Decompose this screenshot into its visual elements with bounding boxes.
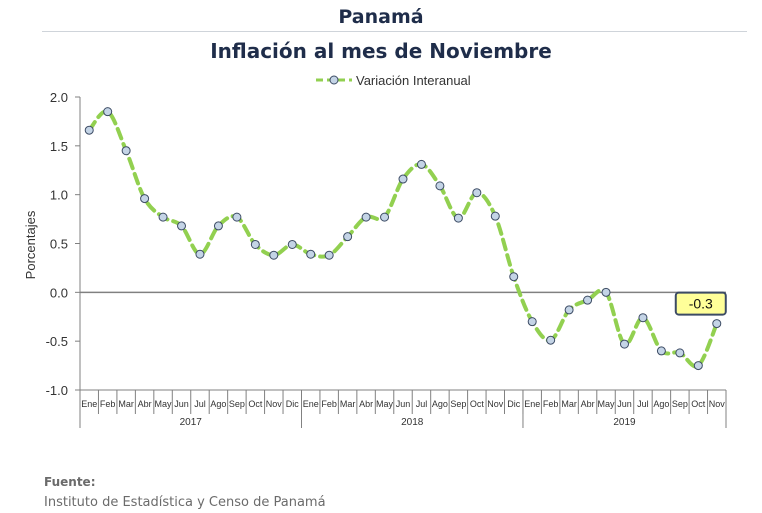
callout-label: -0.3 (689, 296, 713, 312)
series-point (380, 212, 390, 222)
x-tick-label: Mar (561, 399, 577, 409)
series-point (269, 250, 279, 260)
x-tick-label: Sep (672, 399, 688, 409)
y-axis-ticks: 2.0 1.5 1.0 0.5 0.0 -0.5 -1.0 (46, 90, 80, 398)
series-point (324, 250, 334, 260)
last-value-callout: -0.3 (674, 291, 727, 316)
x-tick-label: Oct (470, 399, 485, 409)
x-tick-label: Jul (194, 399, 206, 409)
series-point (195, 249, 205, 259)
series-point (84, 125, 94, 135)
y-tick-label: -0.5 (46, 334, 68, 349)
x-tick-label: Jun (617, 399, 632, 409)
x-tick-label: Sep (229, 399, 245, 409)
chart-title: Inflación al mes de Noviembre (210, 39, 552, 63)
x-tick-label: Jul (637, 399, 649, 409)
x-tick-label: Abr (359, 399, 373, 409)
x-tick-label: Feb (543, 399, 559, 409)
year-label: 2017 (180, 417, 203, 428)
x-tick-label: Ago (653, 399, 669, 409)
x-tick-label: Dic (507, 399, 520, 409)
chart-legend: Variación Interanual (316, 73, 471, 88)
series-point (435, 181, 445, 191)
series-point (103, 107, 113, 117)
x-tick-label: Ene (524, 399, 540, 409)
x-tick-label: May (598, 399, 616, 409)
year-label: 2019 (613, 417, 636, 428)
source-text: Instituto de Estadística y Censo de Pana… (44, 495, 326, 510)
series-point (213, 221, 223, 231)
legend-series-marker (329, 75, 339, 85)
series-point (306, 249, 316, 259)
x-tick-label: Ene (303, 399, 319, 409)
series-point (564, 305, 574, 315)
x-tick-label: Nov (487, 399, 504, 409)
x-axis-year-labels: 2017 2018 2019 (79, 390, 727, 428)
x-tick-label: Nov (709, 399, 726, 409)
x-tick-label: Mar (340, 399, 356, 409)
x-axis-month-labels: Ene Feb Mar Abr May Jun Jul Ago Sep Oct Nov Dic Ene F… (79, 390, 727, 414)
x-tick-label: Jul (416, 399, 428, 409)
x-tick-label: Abr (138, 399, 152, 409)
x-tick-label: Feb (100, 399, 116, 409)
legend-series-label: Variación Interanual (356, 73, 471, 88)
x-tick-label: Abr (581, 399, 595, 409)
x-tick-label: Dic (286, 399, 299, 409)
x-tick-label: Ago (432, 399, 448, 409)
title-divider (42, 31, 747, 32)
series-point (490, 211, 500, 221)
series-point (675, 348, 685, 358)
series-point (527, 317, 537, 327)
year-label: 2018 (401, 417, 424, 428)
series-point (177, 221, 187, 231)
series-point (361, 212, 371, 222)
series-line-variacion-interanual (87, 109, 719, 369)
x-tick-label: Jun (174, 399, 189, 409)
series-point (656, 346, 666, 356)
chart-axes (79, 97, 726, 391)
x-tick-label: Ago (210, 399, 226, 409)
series-point (287, 239, 297, 249)
series-point (140, 194, 150, 204)
source-label: Fuente: (44, 475, 96, 489)
series-point (158, 212, 168, 222)
series-point (693, 361, 703, 371)
series-point (601, 287, 611, 297)
y-tick-label: -1.0 (46, 383, 68, 398)
series-point (232, 212, 242, 222)
x-tick-label: Sep (450, 399, 466, 409)
series-point (712, 319, 722, 329)
x-tick-label: Jun (396, 399, 411, 409)
y-tick-label: 1.5 (50, 139, 68, 154)
y-tick-label: 2.0 (50, 90, 68, 105)
x-tick-label: May (376, 399, 394, 409)
x-tick-label: May (155, 399, 173, 409)
series-point (619, 339, 629, 349)
y-tick-label: 1.0 (50, 188, 68, 203)
series-point (398, 174, 408, 184)
series-point (509, 272, 519, 282)
series-point (583, 295, 593, 305)
series-point (121, 146, 131, 156)
series-point (453, 213, 463, 223)
chart-country-title: Panamá (338, 6, 424, 28)
series-point (638, 313, 648, 323)
series-point (250, 239, 260, 249)
y-axis-title: Porcentajes (23, 210, 38, 279)
x-tick-label: Oct (248, 399, 263, 409)
x-tick-label: Ene (81, 399, 97, 409)
y-tick-label: 0.0 (50, 285, 68, 300)
series-point (416, 159, 426, 169)
x-tick-label: Oct (691, 399, 706, 409)
series-points (84, 107, 722, 371)
series-point (546, 335, 556, 345)
series-point (343, 232, 353, 242)
x-tick-label: Nov (266, 399, 283, 409)
x-tick-label: Mar (118, 399, 134, 409)
series-point (472, 188, 482, 198)
inflation-line-chart: Variación Interanual Porcentajes 2.0 1.5 1… (23, 73, 727, 428)
y-tick-label: 0.5 (50, 237, 68, 252)
x-tick-label: Feb (321, 399, 337, 409)
callout-box (674, 291, 727, 316)
